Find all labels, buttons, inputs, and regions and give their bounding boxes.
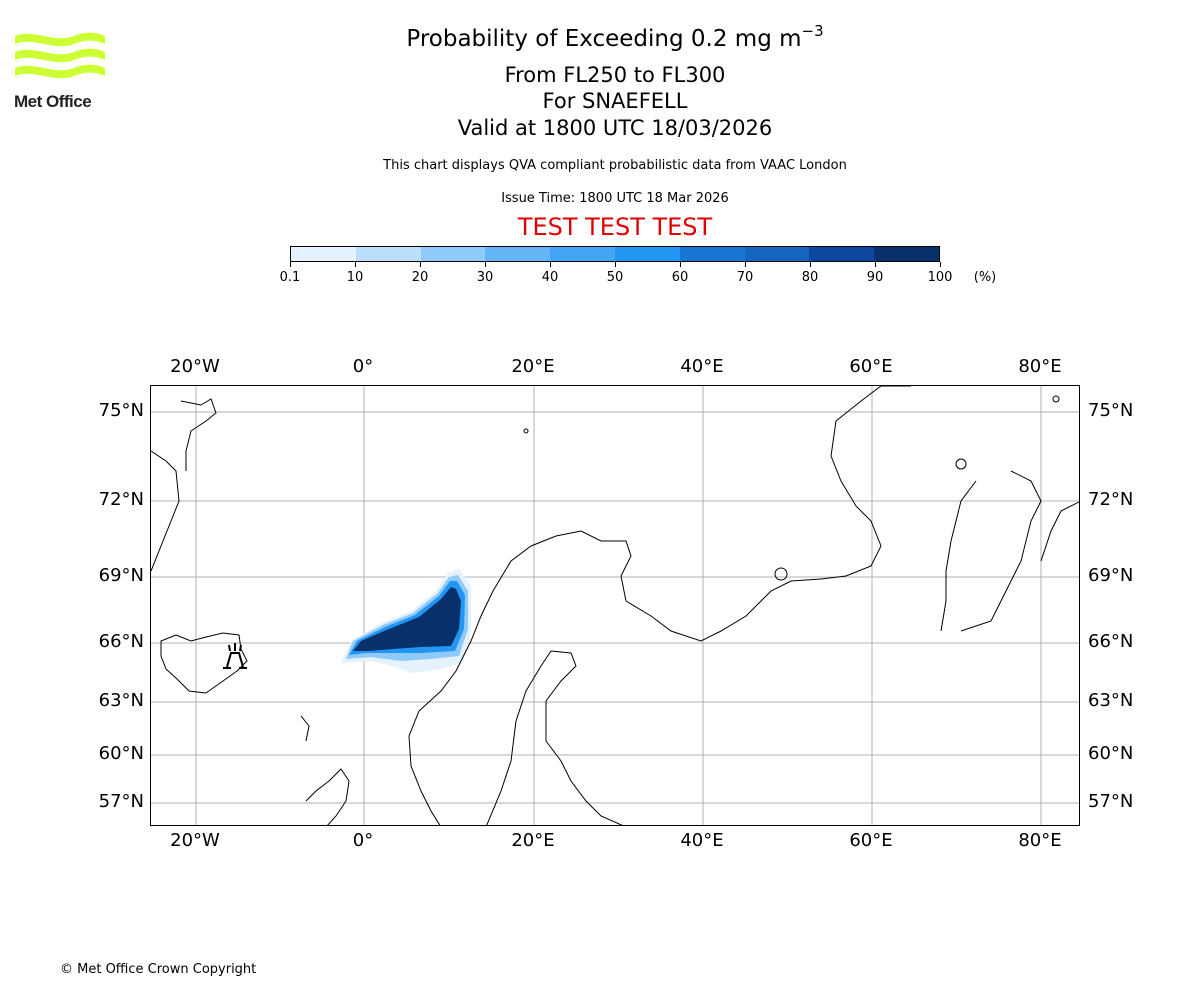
colorbar xyxy=(290,246,940,262)
longitude-label: 60°E xyxy=(849,830,893,851)
test-banner: TEST TEST TEST xyxy=(517,213,713,241)
colorbar-unit: (%) xyxy=(973,270,997,285)
colorbar-label: 80 xyxy=(801,270,819,285)
longitude-label: 20°E xyxy=(511,356,555,377)
gridlines xyxy=(151,386,1079,825)
colorbar-tick xyxy=(745,262,746,267)
colorbar-label: 60 xyxy=(671,270,689,285)
colorbar-tick xyxy=(615,262,616,267)
latitude-label: 63°N xyxy=(98,690,144,711)
longitude-label: 20°W xyxy=(170,356,220,377)
flight-levels: From FL250 to FL300 xyxy=(504,63,726,87)
colorbar-label: 100 xyxy=(927,270,953,285)
copyright-footer: © Met Office Crown Copyright xyxy=(60,962,257,977)
longitude-label: 20°E xyxy=(511,830,555,851)
longitude-label: 40°E xyxy=(680,830,724,851)
colorbar-segment xyxy=(744,247,810,261)
latitude-label: 72°N xyxy=(98,489,144,510)
volcano-name: For SNAEFELL xyxy=(542,89,688,113)
longitude-label: 80°E xyxy=(1018,830,1062,851)
chart-title: Probability of Exceeding 0.2 mg m−3 xyxy=(406,22,824,52)
longitude-label: 20°W xyxy=(170,830,220,851)
colorbar-label: 0.1 xyxy=(279,270,301,285)
latitude-label: 69°N xyxy=(1088,565,1134,586)
colorbar-label: 70 xyxy=(736,270,754,285)
valid-time: Valid at 1800 UTC 18/03/2026 xyxy=(457,116,773,140)
colorbar-segment xyxy=(355,247,421,261)
latitude-label: 57°N xyxy=(98,791,144,812)
longitude-label: 0° xyxy=(352,830,374,851)
latitude-label: 60°N xyxy=(98,743,144,764)
latitude-label: 63°N xyxy=(1088,690,1134,711)
met-office-waves-icon xyxy=(15,32,105,79)
colorbar-label: 10 xyxy=(346,270,364,285)
volcano-marker-icon xyxy=(223,643,247,669)
chart-description: This chart displays QVA compliant probab… xyxy=(383,158,847,173)
issue-time: Issue Time: 1800 UTC 18 Mar 2026 xyxy=(501,191,729,206)
colorbar-segment xyxy=(420,247,486,261)
latitude-label: 69°N xyxy=(98,565,144,586)
longitude-label: 40°E xyxy=(680,356,724,377)
latitude-label: 66°N xyxy=(98,631,144,652)
longitude-label: 80°E xyxy=(1018,356,1062,377)
colorbar-segment xyxy=(291,247,356,261)
colorbar-segment xyxy=(614,247,680,261)
colorbar-segment xyxy=(809,247,875,261)
map-plot-area xyxy=(150,385,1080,826)
latitude-label: 75°N xyxy=(98,400,144,421)
colorbar-tick xyxy=(485,262,486,267)
latitude-label: 75°N xyxy=(1088,400,1134,421)
longitude-label: 0° xyxy=(352,356,374,377)
latitude-label: 57°N xyxy=(1088,791,1134,812)
logo-text: Met Office xyxy=(14,92,92,111)
colorbar-tick xyxy=(875,262,876,267)
colorbar-tick xyxy=(420,262,421,267)
met-office-logo: Met Office xyxy=(14,30,109,112)
colorbar-label: 90 xyxy=(866,270,884,285)
colorbar-tick xyxy=(680,262,681,267)
latitude-label: 72°N xyxy=(1088,489,1134,510)
colorbar-segment xyxy=(874,247,939,261)
longitude-label: 60°E xyxy=(849,356,893,377)
colorbar-segment xyxy=(550,247,615,261)
latitude-label: 60°N xyxy=(1088,743,1134,764)
colorbar-label: 50 xyxy=(606,270,624,285)
latitude-label: 66°N xyxy=(1088,631,1134,652)
colorbar-tick xyxy=(290,262,291,267)
coastlines xyxy=(151,386,1079,825)
colorbar-tick xyxy=(355,262,356,267)
colorbar-label: 30 xyxy=(476,270,494,285)
ash-plume xyxy=(341,569,471,673)
colorbar-tick xyxy=(550,262,551,267)
colorbar-label: 20 xyxy=(411,270,429,285)
colorbar-segment xyxy=(485,247,551,261)
colorbar-label: 40 xyxy=(541,270,559,285)
colorbar-tick xyxy=(810,262,811,267)
colorbar-segment xyxy=(679,247,745,261)
colorbar-tick xyxy=(940,262,941,267)
map-svg xyxy=(151,386,1079,825)
